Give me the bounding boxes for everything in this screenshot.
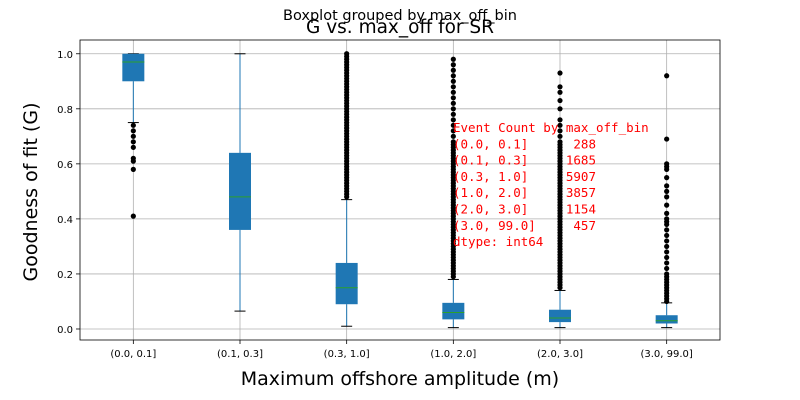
- outlier-point: [557, 128, 563, 134]
- y-tick-label: 0.4: [57, 215, 73, 226]
- outlier-point: [450, 84, 456, 90]
- plot-area: 0.0 0.2 0.4 0.6 0.8 1.0 (0.0, 0.1] (0.1, 0.3] (0…: [57, 39, 721, 360]
- outlier-point: [557, 133, 563, 139]
- x-tick-label: (1.0, 2.0]: [430, 349, 476, 360]
- annotation-line: (3.0, 99.0] 457: [453, 218, 596, 233]
- outlier-point: [450, 117, 456, 123]
- annotation-line: (1.0, 2.0] 3857: [453, 185, 596, 200]
- outlier-point: [664, 210, 670, 216]
- annotation-line: dtype: int64: [453, 234, 543, 249]
- outlier-point: [664, 216, 670, 222]
- outlier-point: [450, 128, 456, 134]
- outlier-point: [664, 238, 670, 244]
- box: [442, 302, 465, 320]
- outlier-point: [130, 213, 136, 219]
- x-tick-label: (0.0, 0.1]: [110, 349, 156, 360]
- outlier-point: [450, 139, 456, 145]
- y-tick-label: 1.0: [57, 50, 73, 61]
- outlier-point: [130, 133, 136, 139]
- outlier-point: [664, 271, 670, 277]
- box: [335, 262, 358, 305]
- outlier-point: [557, 70, 563, 76]
- box: [549, 309, 571, 323]
- outlier-point: [664, 73, 670, 79]
- outlier-point: [664, 136, 670, 142]
- outlier-point: [557, 97, 563, 104]
- annotation-line: (0.1, 0.3] 1685: [453, 153, 596, 168]
- outlier-point: [664, 243, 670, 250]
- y-tick-label: 0.0: [57, 325, 73, 336]
- outlier-point: [664, 161, 670, 167]
- y-axis-label: Goodness of fit (G): [20, 103, 42, 282]
- outlier-point: [664, 227, 670, 233]
- y-tick-label: 0.6: [57, 160, 73, 171]
- outlier-point: [130, 122, 136, 128]
- y-tick-label: 0.8: [57, 105, 73, 116]
- x-tick-label: (0.1, 0.3]: [217, 349, 263, 360]
- outlier-point: [664, 249, 670, 255]
- outlier-point: [450, 62, 456, 68]
- annotation-line: (0.3, 1.0] 5907: [453, 169, 596, 184]
- outlier-point: [664, 183, 670, 189]
- y-tick-label: 0.2: [57, 270, 73, 281]
- outlier-point: [450, 111, 456, 117]
- outlier-point: [557, 139, 563, 145]
- outlier-point: [557, 84, 563, 90]
- outlier-point: [450, 73, 456, 79]
- outlier-point: [450, 122, 456, 128]
- outlier-point: [450, 56, 456, 62]
- outlier-point: [130, 139, 136, 145]
- outlier-point: [344, 51, 350, 57]
- outlier-point: [130, 144, 136, 150]
- outlier-point: [450, 100, 456, 106]
- outlier-point: [450, 106, 456, 112]
- outlier-point: [664, 260, 670, 266]
- outlier-point: [664, 265, 670, 272]
- outlier-point: [664, 254, 670, 261]
- outlier-point: [450, 95, 456, 101]
- outlier-point: [557, 122, 563, 128]
- outlier-point: [130, 166, 136, 172]
- x-tick-label: (2.0, 3.0]: [537, 349, 583, 360]
- chart-title: G vs. max_off for SR: [306, 17, 494, 38]
- outlier-point: [664, 194, 670, 200]
- x-tick-label: (0.3, 1.0]: [324, 349, 370, 360]
- outlier-point: [450, 67, 456, 73]
- outlier-point: [664, 202, 670, 208]
- outlier-point: [450, 78, 456, 84]
- x-tick-label: (3.0, 99.0]: [640, 349, 692, 360]
- chart-suptitle: Boxplot grouped by max_off_bin: [283, 8, 517, 24]
- axes-frame: [79, 39, 721, 341]
- outlier-point: [557, 89, 563, 95]
- annotation-line: Event Count by max_off_bin: [453, 120, 649, 135]
- outlier-point: [450, 89, 456, 95]
- outlier-point: [664, 188, 670, 194]
- outlier-point: [557, 106, 563, 112]
- box: [229, 152, 251, 230]
- outlier-point: [130, 128, 136, 134]
- outlier-point: [664, 175, 670, 181]
- box: [655, 315, 678, 324]
- box: [122, 53, 145, 82]
- annotation-line: (0.0, 0.1] 288: [453, 136, 596, 151]
- x-axis-label: Maximum offshore amplitude (m): [241, 368, 559, 390]
- outlier-point: [557, 117, 563, 123]
- annotation-line: (2.0, 3.0] 1154: [453, 202, 596, 217]
- outlier-point: [450, 133, 456, 139]
- outlier-point: [664, 232, 670, 239]
- outlier-point: [130, 158, 136, 164]
